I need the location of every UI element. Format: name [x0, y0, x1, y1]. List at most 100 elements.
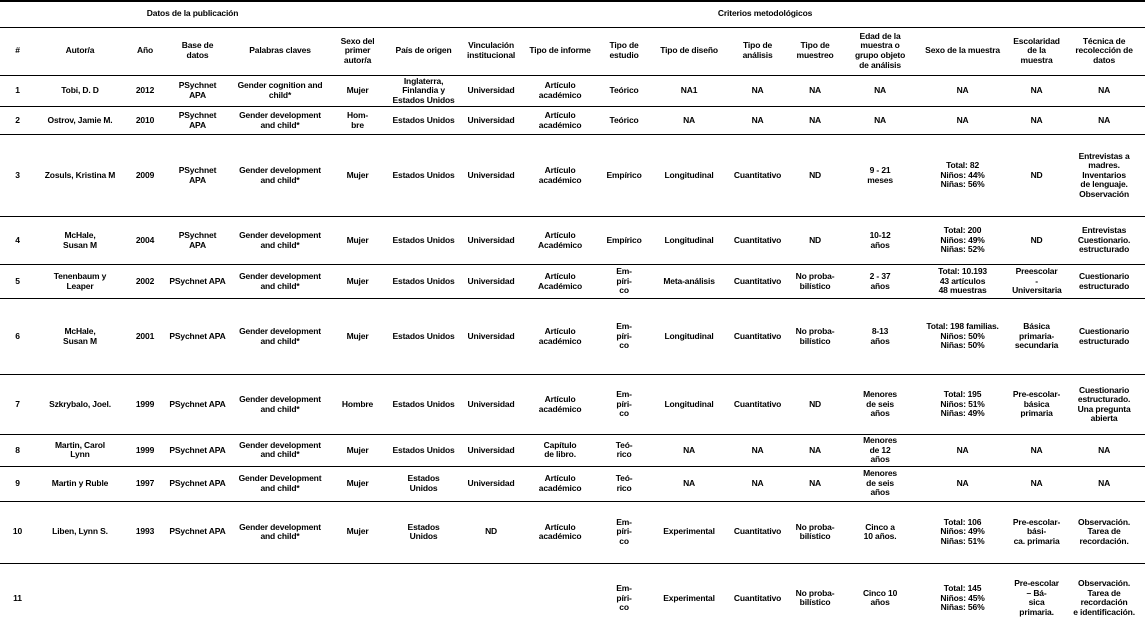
table-cell: NA [956, 444, 969, 455]
table-cell: Cuantitativo [733, 169, 782, 180]
group-header-criterios-metodologicos: Criterios metodológicos [717, 8, 813, 19]
table-cell: Estados Unidos [407, 473, 440, 493]
table-cell: Universidad [467, 114, 515, 125]
table-cell: Total: 10.193 43 artículos 48 muestras [938, 266, 988, 296]
table-cell: No proba- bilístico [795, 326, 835, 346]
table-cell: Mujer [346, 526, 369, 537]
table-cell: ND [1030, 234, 1043, 245]
table-cell: NA [809, 114, 822, 125]
table-cell: Pre-escolar-bási- ca. primaria [1012, 516, 1061, 546]
column-header: Base de datos [181, 40, 214, 60]
table-row: 10 Liben, Lynn S. 1993 PSychnet APA Gender d… [0, 501, 1145, 564]
table-cell: Estados Unidos [392, 234, 455, 245]
table-cell: NA [751, 444, 764, 455]
table-cell: Artículo académico [538, 394, 582, 414]
table-cell: Universidad [467, 275, 515, 286]
table-cell: Mujer [346, 85, 369, 96]
table-cell: 1993 [135, 526, 155, 537]
table-cell: Em- píri- co [616, 321, 632, 351]
table-cell: NA [956, 85, 969, 96]
table-cell: ND [809, 169, 822, 180]
table-cell: Teó- rico [615, 439, 633, 460]
table-cell: Menores de seis años [863, 389, 898, 419]
table-cell: Artículo académico [538, 521, 582, 542]
table-cell: 9 - 21 meses [867, 165, 893, 185]
column-header: Tipo de informe [529, 45, 591, 56]
table-cell: Mujer [346, 330, 369, 341]
table-cell: Gender development and child* [239, 394, 321, 414]
table-cell: PSychnet APA [178, 110, 217, 130]
table-cell: Universidad [467, 477, 515, 488]
table-cell: NA [1098, 85, 1111, 96]
table-cell: Mujer [346, 444, 369, 455]
table-row: 7 Szkrybalo, Joel. 1999 PSychnet APA Gender … [0, 375, 1145, 435]
table-cell: Teórico [609, 114, 639, 125]
table-cell: Observación. Tarea de recordación. [1078, 516, 1131, 546]
column-header: Sexo de la muestra [925, 45, 1000, 56]
table-cell: McHale, Susan M [63, 326, 97, 346]
table-cell: 2 [15, 114, 20, 125]
table-cell: NA [1030, 85, 1043, 96]
table-cell: Universidad [467, 398, 515, 409]
table-cell: Total: 145 Niños: 45% Niñas: 56% [940, 583, 985, 613]
table-cell: Cuestionario estructurado. Una pregunta … [1077, 384, 1131, 424]
table-cell: 8-13 años [870, 326, 890, 346]
table-cell: NA [956, 114, 969, 125]
table-cell: PSychnet APA [169, 477, 226, 488]
table-cell: Inglaterra, Finlandia y Estados Unidos [392, 75, 455, 105]
table-cell: Capítulo de libro. [543, 439, 577, 460]
table-cell: Gender development and child* [239, 521, 321, 542]
table-cell: Artículo académico [538, 80, 582, 100]
column-header: Palabras claves [249, 45, 311, 56]
column-header: Año [136, 45, 154, 56]
table-cell: PSychnet APA [178, 165, 217, 185]
table-cell: NA [809, 444, 822, 455]
table-cell: NA [1030, 444, 1043, 455]
table-cell [230, 563, 330, 633]
table-cell: Menores de 12 años [863, 435, 898, 465]
table-cell: NA1 [680, 85, 698, 96]
table-cell: 1999 [135, 444, 155, 455]
column-header: Edad de la muestra o grupo objeto de aná… [854, 30, 906, 70]
column-header: Autor/a [65, 45, 95, 56]
table-cell: NA [751, 85, 764, 96]
table-cell: NA [751, 114, 764, 125]
table-cell: Cinco 10 años [862, 587, 898, 608]
table-cell: Cuantitativo [733, 275, 782, 286]
table-cell: Liben, Lynn S. [52, 526, 108, 537]
table-cell: Total: 198 familias. Niños: 50% Niñas: 5… [926, 321, 999, 351]
table-cell: Cuestionario estructurado [1078, 271, 1130, 291]
table-cell: 4 [15, 234, 20, 245]
group-header-datos-publicacion: Datos de la publicación [146, 8, 239, 19]
table-cell: Gender development and child* [239, 110, 321, 130]
table-cell: PSychnet APA [169, 398, 226, 409]
table-cell: PSychnet APA [178, 80, 217, 100]
table-cell: Longitudinal [664, 398, 714, 409]
table-cell: Artículo académico [538, 110, 582, 130]
table-cell: Hom- bre [346, 110, 369, 130]
table-cell [35, 563, 125, 633]
table-cell [330, 563, 385, 633]
table-cell: 3 [15, 169, 20, 180]
table-cell: Cuestionario estructurado [1078, 326, 1130, 346]
table-cell: Gender development and child* [239, 439, 321, 460]
table-cell: Em- píri- co [616, 516, 632, 546]
table-cell: 1 [15, 85, 20, 96]
table-cell: NA [874, 85, 887, 96]
table-cell: PSychnet APA [178, 230, 217, 250]
table-cell: 7 [15, 398, 20, 409]
table-cell: NA [1098, 114, 1111, 125]
table-cell: 2009 [135, 169, 155, 180]
table-cell: Meta-análisis [663, 275, 715, 286]
table-cell: NA [683, 444, 696, 455]
table-row: 8 Martin, Carol Lynn 1999 PSychnet APA Gende… [0, 435, 1145, 467]
table-cell: 6 [15, 330, 20, 341]
table-cell: Gender development and child* [239, 326, 321, 346]
table-cell: Artículo académico [538, 165, 582, 185]
table-cell: Tobi, D. D [61, 85, 99, 96]
table-row: 3 Zosuls, Kristina M 2009 PSychnet APA Gende… [0, 135, 1145, 217]
table-row: 2 Ostrov, Jamie M. 2010 PSychnet APA Gender … [0, 107, 1145, 135]
table-cell: Universidad [467, 330, 515, 341]
table-cell: Entrevistas Cuestionario. estructurado [1077, 225, 1131, 255]
table-cell: Observación. Tarea de recordación e iden… [1073, 578, 1135, 617]
